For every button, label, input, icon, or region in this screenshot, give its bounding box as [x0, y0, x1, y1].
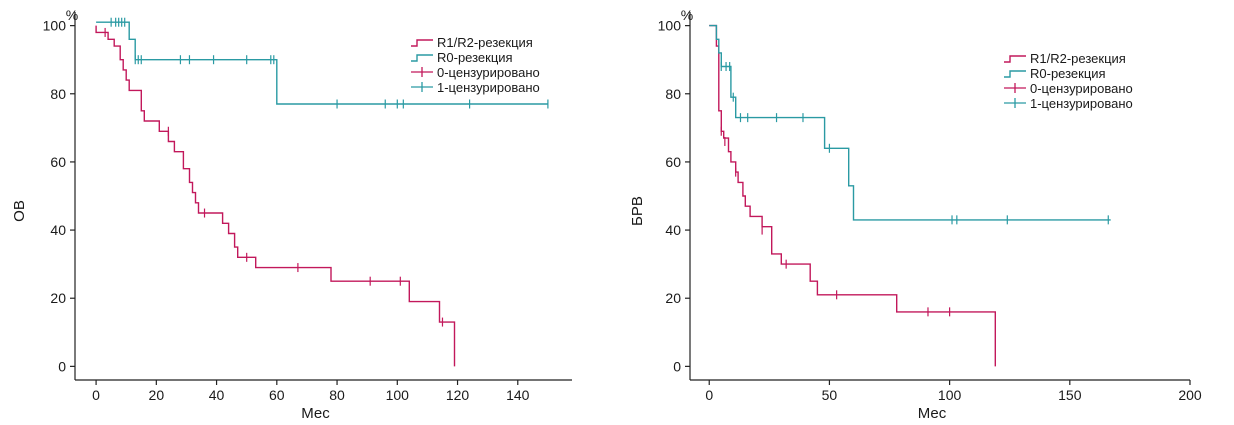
legend-label: R1/R2-резекция	[437, 35, 533, 50]
y-unit-label: %	[66, 7, 78, 23]
y-tick-label: 20	[665, 290, 681, 306]
legend-swatch	[411, 39, 433, 47]
y-tick-label: 40	[50, 222, 66, 238]
x-tick-label: 100	[386, 387, 410, 403]
rfs-survival-chart: 0 50 100 150 200 0 20 40 60 80 100% Мес БРВ R1/R2-рез…	[629, 7, 1202, 422]
legend: R1/R2-резекцияR0-резекция0-цензурировано…	[1004, 51, 1133, 111]
x-tick-label: 140	[506, 387, 530, 403]
survival-curve-r0	[96, 21, 548, 105]
survival-curve-r1r2	[95, 25, 456, 367]
y-tick-label: 100	[43, 18, 67, 34]
legend-label: 1-цензурировано	[437, 80, 540, 95]
legend-label: R0-резекция	[1030, 66, 1106, 81]
legend-label: 0-цензурировано	[437, 65, 540, 80]
legend: R1/R2-резекцияR0-резекция0-цензурировано…	[411, 35, 540, 95]
os-survival-chart: 0 20 40 60 80 100 120 140 0 20 40 60 80 100% Мес ОВ R1/R…	[11, 7, 572, 422]
x-tick-label: 40	[209, 387, 225, 403]
y-tick-label: 40	[665, 222, 681, 238]
y-tick-label: 100	[658, 18, 682, 34]
x-tick-label: 0	[705, 387, 713, 403]
y-tick-label: 60	[665, 154, 681, 170]
x-axis-label: Мес	[301, 405, 330, 422]
y-tick-label: 0	[673, 358, 681, 374]
legend-swatch	[1004, 55, 1026, 63]
y-axis-label: ОВ	[11, 200, 28, 222]
legend-swatch	[1004, 70, 1026, 78]
y-tick-label: 80	[665, 86, 681, 102]
x-tick-label: 60	[269, 387, 285, 403]
x-tick-label: 200	[1178, 387, 1202, 403]
x-tick-label: 0	[92, 387, 100, 403]
x-tick-label: 150	[1058, 387, 1082, 403]
x-tick-label: 50	[822, 387, 838, 403]
y-axis-label: БРВ	[629, 196, 646, 226]
y-tick-label: 80	[50, 86, 66, 102]
legend-swatch	[411, 54, 433, 62]
x-axis-label: Мес	[918, 405, 947, 422]
x-tick-label: 20	[149, 387, 165, 403]
y-tick-label: 60	[50, 154, 66, 170]
x-tick-label: 100	[938, 387, 962, 403]
x-tick-label: 120	[446, 387, 470, 403]
y-tick-label: 0	[58, 358, 66, 374]
y-unit-label: %	[681, 7, 693, 23]
survival-curve-r1r2	[709, 24, 996, 367]
legend-label: R0-резекция	[437, 50, 513, 65]
x-tick-label: 80	[329, 387, 345, 403]
legend-label: 1-цензурировано	[1030, 96, 1133, 111]
legend-label: R1/R2-резекция	[1030, 51, 1126, 66]
legend-label: 0-цензурировано	[1030, 81, 1133, 96]
y-tick-label: 20	[50, 290, 66, 306]
